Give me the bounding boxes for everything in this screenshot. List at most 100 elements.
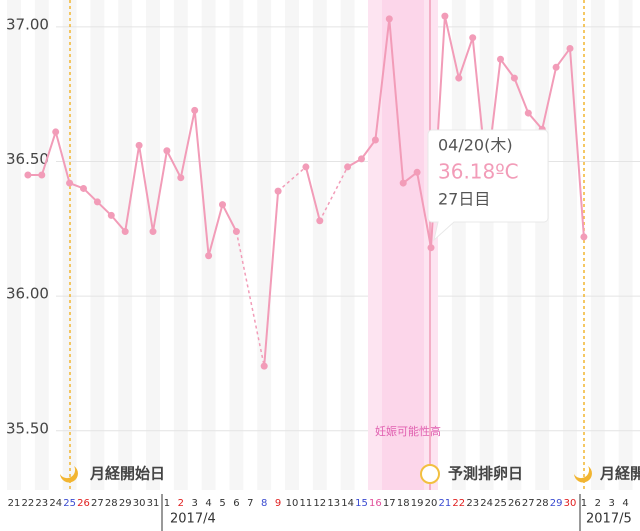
temperature-point (177, 174, 185, 182)
x-tick-label: 25 (63, 498, 76, 509)
temperature-point (66, 179, 74, 187)
temperature-point (93, 198, 101, 206)
day-stripe (340, 0, 355, 490)
day-stripe (34, 0, 49, 490)
x-tick-label: 30 (564, 498, 577, 509)
x-tick-label: 27 (522, 498, 535, 509)
x-tick-label: 24 (49, 498, 62, 509)
x-tick-label: 28 (536, 498, 549, 509)
y-tick-label: 36.50 (6, 150, 49, 168)
x-tick-label: 20 (425, 498, 438, 509)
month-label: 2017/5 (586, 512, 632, 527)
x-tick-label: 26 (77, 498, 90, 509)
x-tick-label: 23 (466, 498, 479, 509)
temperature-point (344, 163, 352, 171)
x-tick-label: 27 (91, 498, 104, 509)
temperature-point (24, 171, 32, 179)
x-tick-label: 1 (581, 498, 587, 509)
temperature-point (469, 34, 477, 42)
day-stripe (146, 0, 160, 490)
x-tick-label: 21 (8, 498, 21, 509)
x-tick-label: 9 (275, 498, 281, 509)
x-tick-label: 26 (508, 498, 521, 509)
x-tick-label: 29 (550, 498, 563, 509)
tooltip-temperature: 36.18ºC (438, 160, 519, 184)
x-tick-label: 4 (622, 498, 628, 509)
temperature-point (274, 187, 282, 195)
y-tick-label: 36.00 (6, 285, 49, 303)
x-tick-label: 24 (480, 498, 493, 509)
day-stripe (201, 0, 216, 490)
temperature-point (510, 74, 518, 82)
day-stripe (451, 0, 466, 490)
temperature-point (135, 141, 143, 149)
tooltip: 04/20(木) 36.18ºC 27日目 (427, 129, 549, 242)
x-tick-label: 3 (609, 498, 615, 509)
x-tick-label: 28 (105, 498, 118, 509)
temperature-point (552, 63, 560, 71)
temperature-line (27, 110, 238, 257)
x-tick-label: 2 (178, 498, 184, 509)
x-tick-label: 25 (494, 498, 507, 509)
day-stripe (312, 0, 327, 490)
day-stripe (535, 0, 550, 490)
temperature-point (358, 155, 365, 163)
temperature-point (399, 179, 407, 187)
x-tick-label: 3 (192, 498, 198, 509)
x-tick-label: 19 (411, 498, 424, 509)
temperature-point (107, 211, 115, 219)
marker-label: 月経開始日 (89, 465, 165, 483)
temperature-point (566, 44, 574, 52)
moon-icon (574, 466, 592, 483)
temperature-point (524, 109, 532, 117)
temperature-point (580, 233, 588, 241)
x-axis-bg (0, 492, 640, 531)
day-stripe (118, 0, 133, 490)
day-stripe (257, 0, 272, 490)
x-tick-label: 1 (164, 498, 170, 509)
gap-connector (319, 166, 349, 222)
x-tick-label: 8 (261, 498, 267, 509)
temperature-point (316, 217, 324, 225)
moon-icon (60, 466, 78, 483)
x-tick-label: 30 (133, 498, 146, 509)
x-tick-label: 4 (205, 498, 211, 509)
temperature-point (371, 136, 379, 144)
day-stripe (173, 0, 188, 490)
month-label: 2017/4 (170, 512, 216, 527)
gap-connector (235, 231, 265, 367)
temperature-point (302, 163, 310, 171)
fertile-band-core (382, 0, 424, 490)
x-tick-label: 18 (397, 498, 410, 509)
x-tick-label: 12 (313, 498, 326, 509)
tooltip-date: 04/20(木) (438, 136, 513, 155)
y-tick-label: 35.50 (6, 419, 49, 437)
temperature-point (52, 128, 60, 136)
day-stripe (507, 0, 522, 490)
temperature-point (260, 362, 268, 370)
temperature-point (413, 168, 421, 176)
day-stripe (229, 0, 244, 490)
day-stripe (563, 0, 577, 490)
x-tick-label: 17 (383, 498, 396, 509)
temperature-line (263, 191, 280, 367)
x-tick-label: 13 (327, 498, 340, 509)
x-tick-label: 22 (22, 498, 35, 509)
temperature-point (121, 228, 129, 236)
x-tick-label: 7 (247, 498, 253, 509)
marker-label: 予測排卵日 (448, 465, 523, 483)
temperature-point (191, 106, 199, 114)
temperature-point (205, 252, 213, 260)
ovulation-icon (420, 464, 440, 484)
day-stripe (7, 0, 21, 490)
x-tick-label: 5 (219, 498, 225, 509)
temperature-point (163, 147, 171, 155)
day-stripe (618, 0, 633, 490)
tooltip-cycle-day: 27日目 (438, 190, 490, 209)
day-stripe (590, 0, 605, 490)
temperature-point (441, 12, 449, 20)
marker-label: 月経開始日 (599, 465, 640, 483)
temperature-point (455, 74, 463, 82)
gap-connector (277, 166, 307, 192)
